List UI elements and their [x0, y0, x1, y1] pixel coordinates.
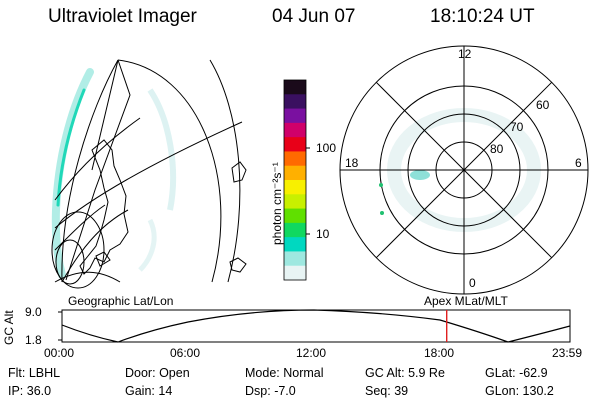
mlat-label-70: 70: [510, 120, 524, 134]
colorbar-segment: [284, 108, 306, 124]
colorbar-segment: [284, 265, 306, 281]
filter-info: Flt: LBHL: [8, 366, 61, 380]
colorbar-label-100: 100: [316, 141, 337, 155]
aurora-band-left: [51, 68, 177, 279]
geographic-map-label: Geographic Lat/Lon: [68, 294, 174, 308]
colorbar-segment: [284, 137, 306, 152]
apex-map-label: Apex MLat/MLT: [424, 294, 508, 308]
colorbar-label-10: 10: [316, 227, 330, 241]
geographic-map: [51, 59, 247, 289]
mlt-label-6: 6: [575, 156, 582, 170]
glon-info: GLon: 130.2: [485, 384, 554, 398]
dsp-info: Dsp: -7.0: [245, 384, 296, 398]
colorbar: [284, 80, 306, 281]
date-label: 04 Jun 07: [272, 6, 356, 27]
colorbar-segment: [284, 122, 306, 138]
ip-info: IP: 36.0: [8, 384, 52, 398]
polar-plot: [339, 45, 589, 295]
mlt-label-0: 0: [469, 276, 476, 290]
colorbar-segment: [284, 222, 306, 238]
colorbar-segment: [284, 194, 306, 210]
gain-info: Gain: 14: [125, 384, 173, 398]
colorbar-segment: [284, 208, 306, 224]
timeline-ylabel: GC Alt: [2, 310, 16, 345]
aurora-spot: [379, 183, 383, 187]
seq-info: Seq: 39: [365, 384, 409, 398]
colorbar-segment: [284, 151, 306, 167]
colorbar-unit-label: photon cm⁻²s⁻¹: [270, 162, 284, 245]
mlat-label-60: 60: [536, 98, 550, 112]
colorbar-segment: [284, 237, 306, 252]
instrument-title: Ultraviolet Imager: [48, 6, 197, 27]
timeline-xtick: 06:00: [170, 346, 201, 360]
time-label: 18:10:24 UT: [430, 6, 535, 27]
timeline-xtick: 18:00: [424, 346, 455, 360]
colorbar-segment: [284, 80, 306, 95]
colorbar-segment: [284, 180, 306, 195]
colorbar-segment: [284, 251, 306, 267]
glat-info: GLat: -62.9: [485, 366, 548, 380]
timeline-ytick-bottom: 1.8: [25, 333, 42, 347]
mode-info: Mode: Normal: [245, 366, 324, 380]
timeline-xtick: 12:00: [296, 346, 327, 360]
timeline-xtick: 00:00: [44, 346, 75, 360]
gcalt-info: GC Alt: 5.9 Re: [365, 366, 445, 380]
aurora-spot: [380, 211, 384, 215]
mlt-label-18: 18: [345, 156, 359, 170]
timeline-xtick: 23:59: [552, 346, 583, 360]
colorbar-segment: [284, 165, 306, 181]
door-info: Door: Open: [125, 366, 190, 380]
mlt-label-12: 12: [458, 47, 472, 61]
mlat-label-80: 80: [490, 142, 504, 156]
colorbar-segment: [284, 94, 306, 110]
colorbar-frame: [283, 79, 307, 281]
timeline-ytick-top: 9.0: [25, 305, 42, 319]
timeline-plot: [58, 309, 571, 343]
